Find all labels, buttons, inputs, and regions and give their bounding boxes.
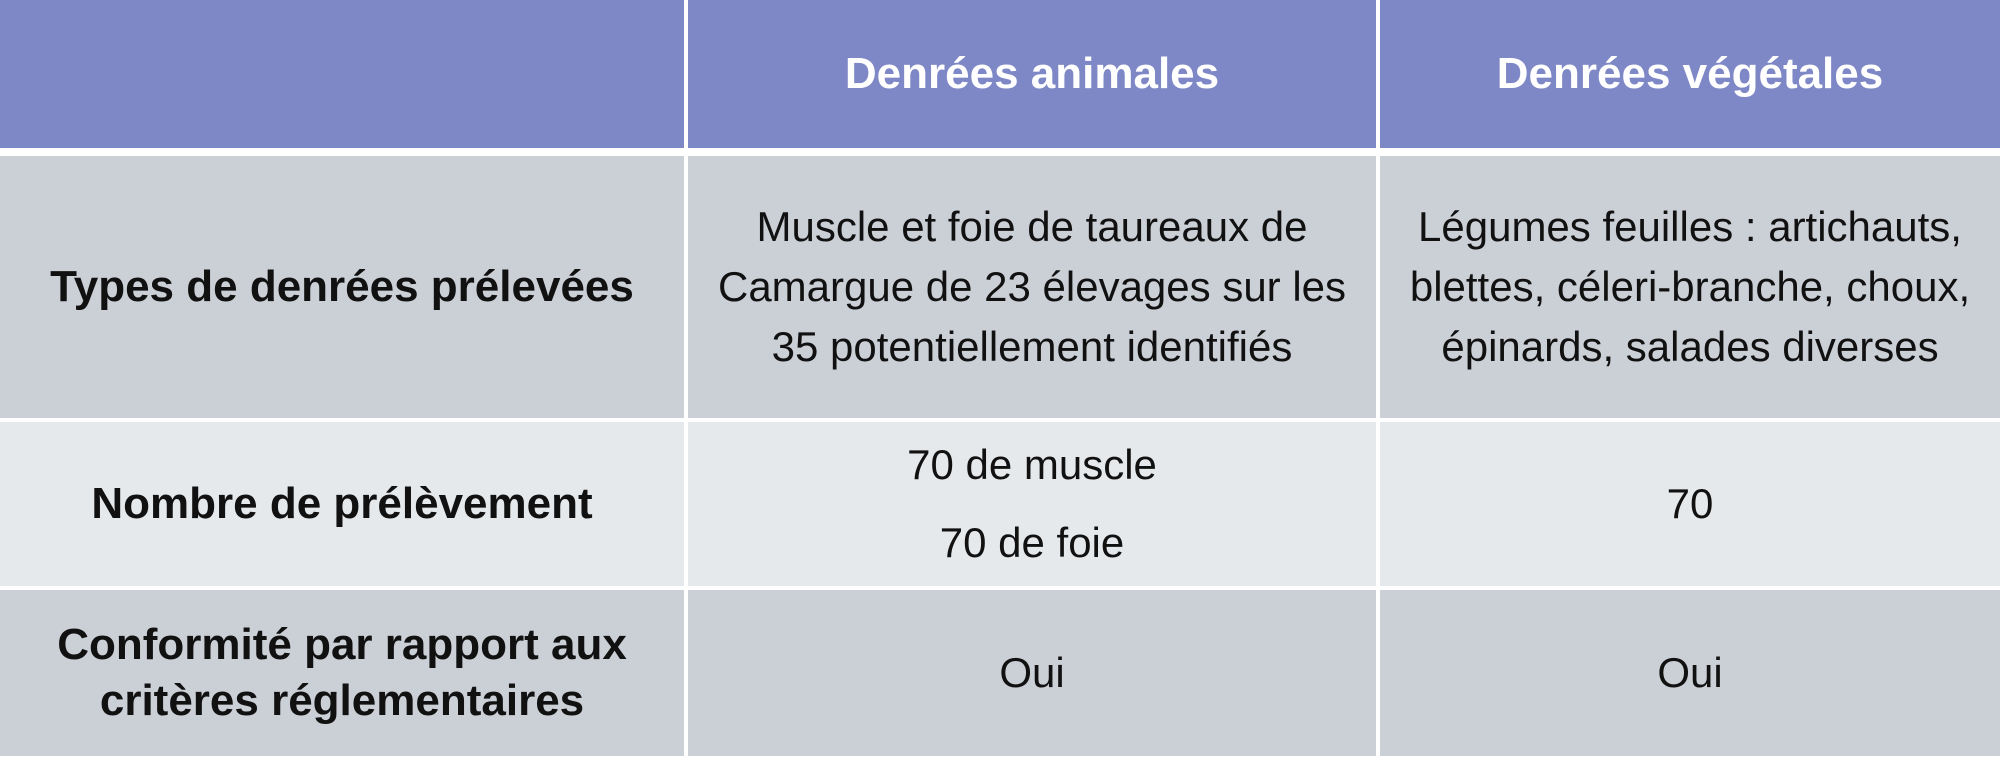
row-label-conformite: Conformité par rapport aux critères régl… — [0, 590, 688, 760]
header-vegetales: Denrées végétales — [1380, 0, 2000, 156]
row-label-nombre: Nombre de prélèvement — [0, 422, 688, 590]
header-empty-cell — [0, 0, 688, 156]
cell-conformite-vegetales: Oui — [1380, 590, 2000, 760]
cell-nombre-animales-line-2: 70 de foie — [939, 519, 1125, 566]
cell-nombre-vegetales: 70 — [1380, 422, 2000, 590]
cell-types-animales: Muscle et foie de taureaux de Camargue d… — [688, 156, 1380, 422]
row-label-types: Types de denrées prélevées — [0, 156, 688, 422]
cell-types-vegetales: Légumes feuilles : artichauts, blettes, … — [1380, 156, 2000, 422]
cell-nombre-animales: 70 de muscle 70 de foie — [688, 422, 1380, 590]
cell-nombre-animales-line-1: 70 de muscle — [907, 441, 1157, 488]
cell-conformite-animales: Oui — [688, 590, 1380, 760]
header-animales: Denrées animales — [688, 0, 1380, 156]
